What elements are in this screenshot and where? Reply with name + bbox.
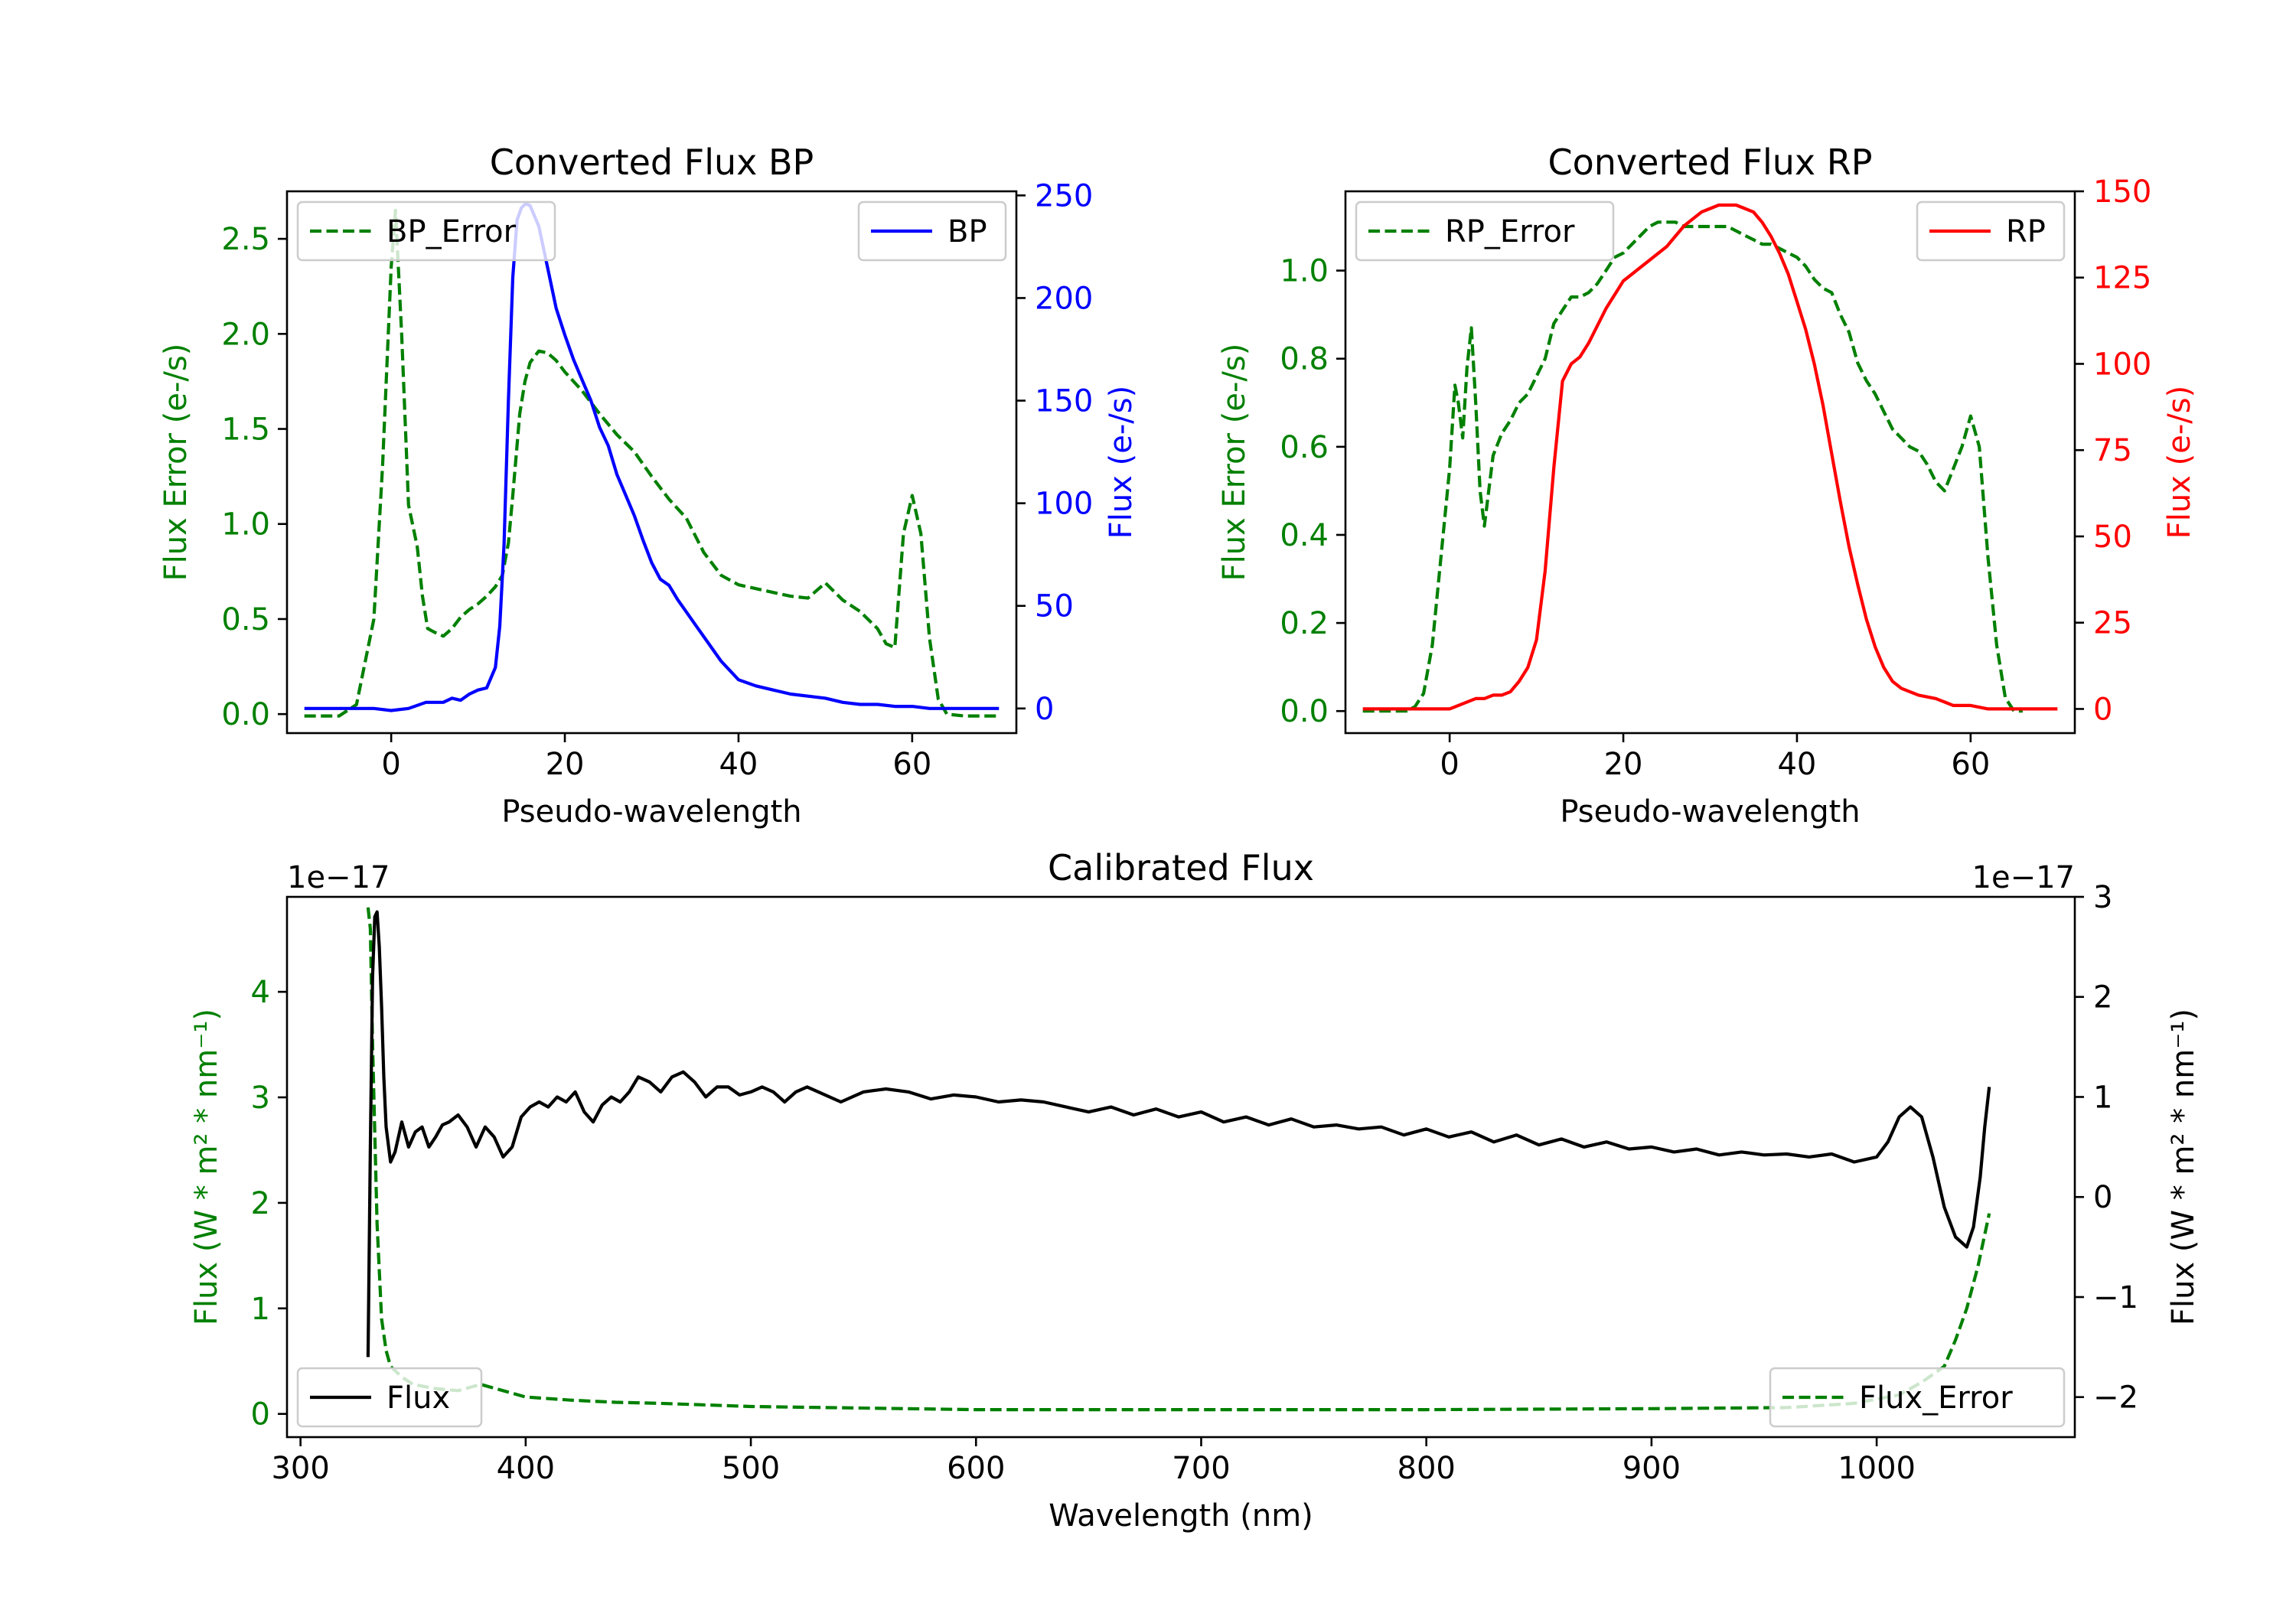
plot-frame <box>285 895 2076 1439</box>
chart-title: Converted Flux RP <box>1548 142 1873 183</box>
plot-frame <box>1344 190 2076 735</box>
legend-label: Flux <box>386 1380 450 1416</box>
y-left-tick-label: 0.2 <box>1280 606 1329 641</box>
series-line-flux <box>366 910 1991 1358</box>
x-tick-label: 0 <box>381 747 400 782</box>
series-line-rp-error <box>1362 220 2023 713</box>
y-left-axis-label: Flux Error (e-/s) <box>1217 344 1252 582</box>
x-tick-label: 40 <box>719 747 758 782</box>
x-axis-label: Pseudo-wavelength <box>501 794 801 830</box>
y-right-tick-label: 75 <box>2093 433 2132 468</box>
y-right-tick-label: −1 <box>2093 1280 2138 1315</box>
x-tick-label: 900 <box>1623 1451 1681 1486</box>
x-tick-label: 60 <box>892 747 931 782</box>
y-right-tick-label: 2 <box>2093 980 2112 1015</box>
y-left-tick-label: 1.0 <box>221 507 270 543</box>
y-left-offset-label: 1e−17 <box>287 860 390 895</box>
legend-box <box>1769 1367 2066 1428</box>
y-right-tick-label: 0 <box>1035 692 1054 727</box>
y-left-tick-label: 1.0 <box>1280 254 1329 289</box>
y-right-tick-label: 100 <box>2093 347 2151 382</box>
series-line-bp <box>304 202 1000 712</box>
series-line-bp-error <box>304 208 1000 718</box>
series-line-rp <box>1362 203 2058 711</box>
y-left-tick-label: 2.0 <box>221 317 270 352</box>
x-tick-label: 1000 <box>1838 1451 1916 1486</box>
legend-box <box>296 1367 483 1428</box>
x-tick-label: 40 <box>1777 747 1816 782</box>
y-right-tick-label: 50 <box>2093 520 2132 555</box>
legend-rp: RP <box>1916 200 2066 262</box>
y-left-tick-label: 1.5 <box>221 412 270 448</box>
chart-rp: Converted Flux RP 0 20 40 60 Pseudo-wavelengt… <box>1217 142 2197 830</box>
y-right-tick-label: 1 <box>2093 1080 2112 1115</box>
legend-box <box>296 200 556 262</box>
x-axis-label: Pseudo-wavelength <box>1560 794 1860 830</box>
x-tick-label: 0 <box>1440 747 1459 782</box>
legend-flux: Flux <box>296 1367 483 1428</box>
y-left-tick-label: 4 <box>251 975 270 1010</box>
y-right-offset-label: 1e−17 <box>1972 860 2075 895</box>
series-line-flux-error <box>366 907 1991 1412</box>
y-left-tick-label: 0.8 <box>1280 342 1329 377</box>
y-left-tick-label: 0.5 <box>221 602 270 637</box>
y-right-axis-label: Flux (e-/s) <box>1104 386 1139 539</box>
y-right-tick-label: 0 <box>2093 1180 2112 1215</box>
chart-title: Calibrated Flux <box>1048 847 1314 888</box>
legend-label: RP_Error <box>1445 214 1575 249</box>
y-left-tick-label: 0.4 <box>1280 518 1329 553</box>
y-left-tick-label: 0.6 <box>1280 430 1329 465</box>
y-right-tick-label: 200 <box>1035 281 1093 316</box>
y-right-tick-label: 125 <box>2093 261 2151 296</box>
legend-rp-error: RP_Error <box>1355 200 1615 262</box>
legend-box <box>1355 200 1615 262</box>
legend-label: Flux_Error <box>1859 1380 2013 1416</box>
y-left-axis-label: Flux Error (e-/s) <box>158 344 194 582</box>
plot-frame <box>285 190 1018 735</box>
y-left-tick-label: 2 <box>251 1186 270 1221</box>
legend-label: BP_Error <box>386 214 517 249</box>
y-right-tick-label: 150 <box>2093 174 2151 210</box>
x-tick-label: 60 <box>1951 747 1990 782</box>
y-left-tick-label: 2.5 <box>221 222 270 257</box>
y-right-tick-label: 3 <box>2093 880 2112 915</box>
legend-bp-error: BP_Error <box>296 200 556 262</box>
legend-label: BP <box>947 214 987 249</box>
legend-bp: BP <box>857 200 1007 262</box>
x-tick-label: 20 <box>1604 747 1643 782</box>
x-tick-label: 700 <box>1172 1451 1230 1486</box>
x-tick-label: 500 <box>722 1451 780 1486</box>
y-left-tick-label: 0.0 <box>1280 694 1329 729</box>
legend-flux-error: Flux_Error <box>1769 1367 2066 1428</box>
x-tick-label: 400 <box>497 1451 555 1486</box>
legend-label: RP <box>2006 214 2046 249</box>
y-right-axis-label: Flux (W * m² * nm⁻¹) <box>2166 1009 2201 1325</box>
y-right-tick-label: 150 <box>1035 384 1093 419</box>
y-right-axis-label: Flux (e-/s) <box>2162 386 2197 539</box>
y-right-tick-label: 250 <box>1035 178 1093 214</box>
x-tick-label: 600 <box>947 1451 1005 1486</box>
chart-title: Converted Flux BP <box>490 142 814 183</box>
y-right-tick-label: 0 <box>2093 692 2112 727</box>
y-left-tick-label: 1 <box>251 1292 270 1327</box>
y-left-axis-label: Flux (W * m² * nm⁻¹) <box>189 1009 224 1325</box>
y-right-tick-label: 50 <box>1035 589 1074 624</box>
y-right-tick-label: 25 <box>2093 606 2132 641</box>
y-left-tick-label: 0.0 <box>221 697 270 732</box>
y-right-tick-label: −2 <box>2093 1380 2138 1416</box>
y-right-tick-label: 100 <box>1035 487 1093 522</box>
x-tick-label: 20 <box>546 747 585 782</box>
y-left-tick-label: 3 <box>251 1081 270 1116</box>
y-left-tick-label: 0 <box>251 1397 270 1433</box>
x-axis-label: Wavelength (nm) <box>1049 1498 1313 1534</box>
chart-bp: Converted Flux BP 0 20 40 60 Pseudo-wavelengt… <box>158 142 1139 830</box>
x-tick-label: 800 <box>1397 1451 1456 1486</box>
x-tick-label: 300 <box>271 1451 329 1486</box>
